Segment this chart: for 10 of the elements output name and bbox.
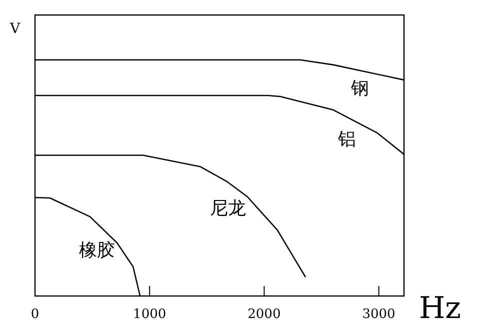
series-label: 铝 xyxy=(337,129,356,150)
series-label: 钢 xyxy=(350,78,369,99)
y-axis-title: V xyxy=(8,21,21,37)
x-tick-label: 3000 xyxy=(362,307,396,322)
x-tick-label: 0 xyxy=(30,307,40,322)
x-tick-label: 1000 xyxy=(133,307,166,322)
x-tick-label: 2000 xyxy=(248,307,281,322)
x-axis-title: Hz xyxy=(419,291,461,326)
series-label: 橡胶 xyxy=(79,240,115,261)
series-label: 尼龙 xyxy=(210,198,246,219)
